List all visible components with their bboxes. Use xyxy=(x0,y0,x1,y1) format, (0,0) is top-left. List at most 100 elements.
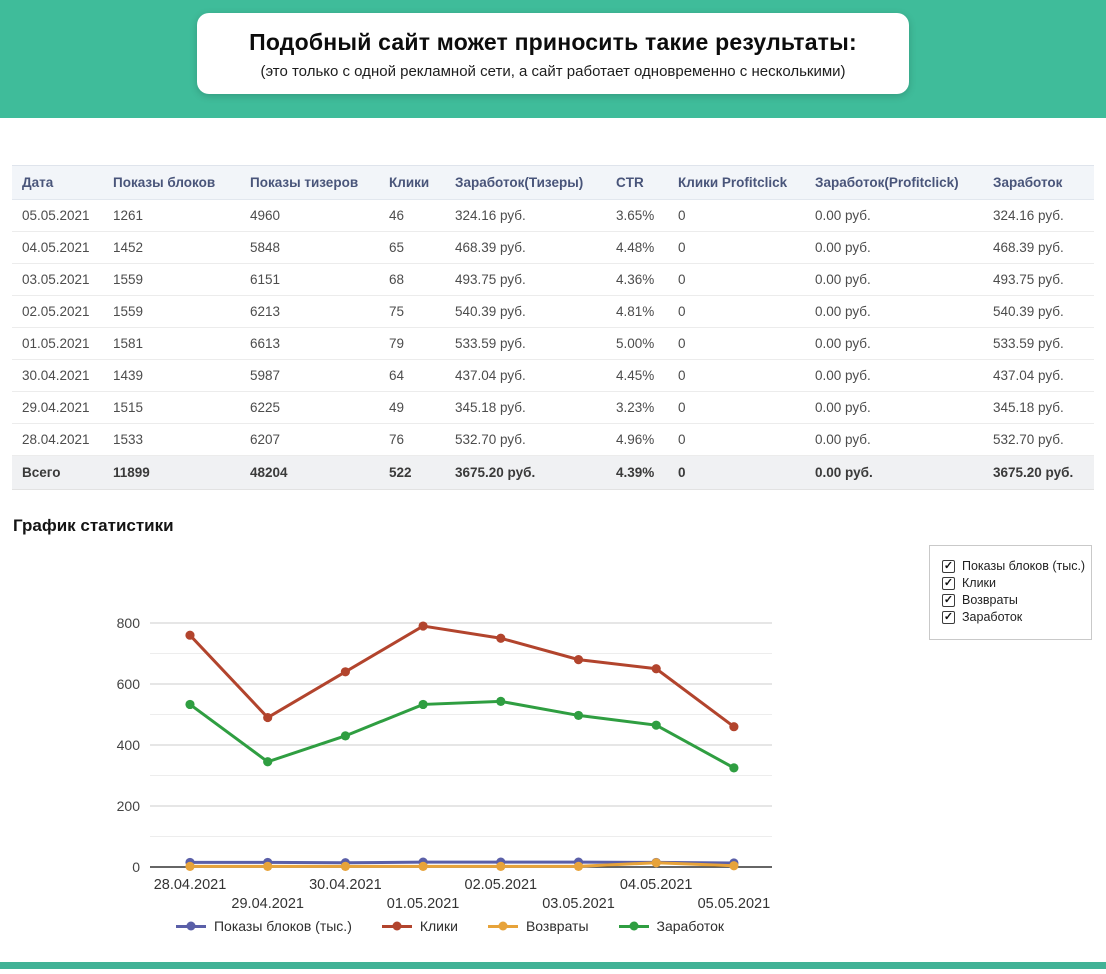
chart-data-point[interactable] xyxy=(729,763,739,773)
chart-axis-label: 28.04.2021 xyxy=(154,877,227,893)
checkbox-checked-icon[interactable]: ✓ xyxy=(942,576,955,590)
chart-data-point[interactable] xyxy=(651,858,661,868)
chart-data-point[interactable] xyxy=(729,722,739,732)
legend-dot-icon xyxy=(392,921,402,931)
table-cell: 1559 xyxy=(103,263,240,296)
table-cell: 4.45% xyxy=(606,359,668,392)
chart-series-line xyxy=(188,624,735,728)
chart-data-point[interactable] xyxy=(263,712,273,723)
table-cell: 0.00 руб. xyxy=(805,423,983,456)
chart-data-point[interactable] xyxy=(651,664,661,674)
page-title: Подобный сайт может приносить такие резу… xyxy=(249,29,857,55)
chart-data-point[interactable] xyxy=(340,667,350,677)
table-row: 01.05.2021 1581 6613 79 533.59 руб. 5.00% 0 0.0… xyxy=(12,327,1094,360)
chart-bottom-legend: Показы блоков (тыс.) Клики Возвраты Заработ… xyxy=(0,918,900,934)
table-cell: 0.00 руб. xyxy=(805,295,983,328)
totals-cell: 48204 xyxy=(240,455,379,490)
column-header: Заработок xyxy=(983,165,1094,200)
legend-checkbox-label: Показы блоков (тыс.) xyxy=(962,559,1086,573)
totals-cell: 4.39% xyxy=(606,455,668,490)
table-cell: 1559 xyxy=(103,295,240,328)
table-cell: 533.59 руб. xyxy=(983,327,1094,360)
table-cell: 03.05.2021 xyxy=(12,263,103,296)
table-cell: 4.81% xyxy=(606,295,668,328)
table-cell: 5987 xyxy=(240,359,379,392)
table-cell: 6613 xyxy=(240,327,379,360)
chart-data-point[interactable] xyxy=(185,699,195,710)
table-cell: 0.00 руб. xyxy=(805,359,983,392)
chart-data-point[interactable] xyxy=(418,861,428,871)
table-cell: 01.05.2021 xyxy=(12,327,103,360)
column-header: CTR xyxy=(606,165,668,200)
chart-axis-label: 05.05.2021 xyxy=(698,896,771,912)
column-header: Клики Profitclick xyxy=(668,165,805,200)
table-cell: 533.59 руб. xyxy=(445,327,606,360)
table-cell: 0 xyxy=(668,327,805,360)
table-row: 02.05.2021 1559 6213 75 540.39 руб. 4.81% 0 0.0… xyxy=(12,295,1094,328)
chart-data-point[interactable] xyxy=(573,710,584,721)
table-cell: 04.05.2021 xyxy=(12,231,103,264)
column-header: Показы блоков xyxy=(103,165,240,200)
table-cell: 1533 xyxy=(103,423,240,456)
chart-axis-label: 30.04.2021 xyxy=(309,877,382,893)
legend-checkbox-item[interactable]: ✓ Клики xyxy=(942,576,1083,590)
legend-line-swatch-icon xyxy=(175,921,206,931)
checkbox-checked-icon[interactable]: ✓ xyxy=(942,610,955,624)
column-header: Показы тизеров xyxy=(240,165,379,200)
chart-data-point[interactable] xyxy=(651,720,661,730)
totals-cell: 522 xyxy=(379,455,445,490)
page-subtitle: (это только с одной рекламной сети, а са… xyxy=(260,63,846,80)
table-cell: 6213 xyxy=(240,295,379,328)
table-cell: 28.04.2021 xyxy=(12,423,103,456)
stats-table: Дата Показы блоков Показы тизеров Клики Зара… xyxy=(12,165,1094,490)
table-cell: 540.39 руб. xyxy=(983,295,1094,328)
checkbox-checked-icon[interactable]: ✓ xyxy=(942,559,955,573)
chart-data-point[interactable] xyxy=(340,731,350,741)
table-cell: 0.00 руб. xyxy=(805,263,983,296)
table-cell: 76 xyxy=(379,423,445,456)
chart-data-point[interactable] xyxy=(263,757,273,767)
legend-checkbox-item[interactable]: ✓ Возвраты xyxy=(942,593,1083,607)
table-cell: 1439 xyxy=(103,359,240,392)
chart-data-point[interactable] xyxy=(340,861,350,871)
table-cell: 30.04.2021 xyxy=(12,359,103,392)
checkbox-checked-icon[interactable]: ✓ xyxy=(942,593,955,607)
chart-axis-label: 400 xyxy=(117,737,141,753)
table-cell: 468.39 руб. xyxy=(445,231,606,264)
chart-data-point[interactable] xyxy=(496,861,506,871)
chart-data-point[interactable] xyxy=(418,621,428,631)
table-cell: 65 xyxy=(379,231,445,264)
chart-data-point[interactable] xyxy=(573,655,584,665)
chart-axis-label: 0 xyxy=(132,859,140,875)
chart-data-point[interactable] xyxy=(496,696,506,706)
table-cell: 4960 xyxy=(240,199,379,232)
table-cell: 437.04 руб. xyxy=(445,359,606,392)
chart-data-point[interactable] xyxy=(418,699,428,710)
table-row: 28.04.2021 1533 6207 76 532.70 руб. 4.96% 0 0.0… xyxy=(12,423,1094,456)
table-cell: 75 xyxy=(379,295,445,328)
table-row: 30.04.2021 1439 5987 64 437.04 руб. 4.45% 0 0.0… xyxy=(12,359,1094,392)
chart-data-point[interactable] xyxy=(263,861,273,871)
stats-table-wrap: Дата Показы блоков Показы тизеров Клики Зара… xyxy=(12,165,1094,490)
table-cell: 05.05.2021 xyxy=(12,199,103,232)
legend-checkbox-item[interactable]: ✓ Показы блоков (тыс.) xyxy=(942,559,1086,573)
chart-data-point[interactable] xyxy=(496,633,506,643)
legend-checkbox-item[interactable]: ✓ Заработок xyxy=(942,610,1083,624)
bottom-accent-strip xyxy=(0,962,1106,969)
table-cell: 3.23% xyxy=(606,391,668,424)
bottom-legend-label: Возвраты xyxy=(525,918,589,934)
banner-card: Подобный сайт может приносить такие резу… xyxy=(197,13,909,94)
chart-series-line xyxy=(190,861,734,868)
chart-data-point[interactable] xyxy=(729,861,739,871)
table-cell: 29.04.2021 xyxy=(12,391,103,424)
chart-data-point[interactable] xyxy=(185,861,195,871)
chart-data-point[interactable] xyxy=(185,630,195,640)
table-cell: 0.00 руб. xyxy=(805,231,983,264)
table-cell: 437.04 руб. xyxy=(983,359,1094,392)
legend-line-swatch-icon xyxy=(487,921,518,931)
chart-data-point[interactable] xyxy=(573,861,584,871)
totals-cell: 3675.20 руб. xyxy=(983,455,1094,490)
table-cell: 0.00 руб. xyxy=(805,327,983,360)
column-header: Заработок(Profitclick) xyxy=(805,165,983,200)
